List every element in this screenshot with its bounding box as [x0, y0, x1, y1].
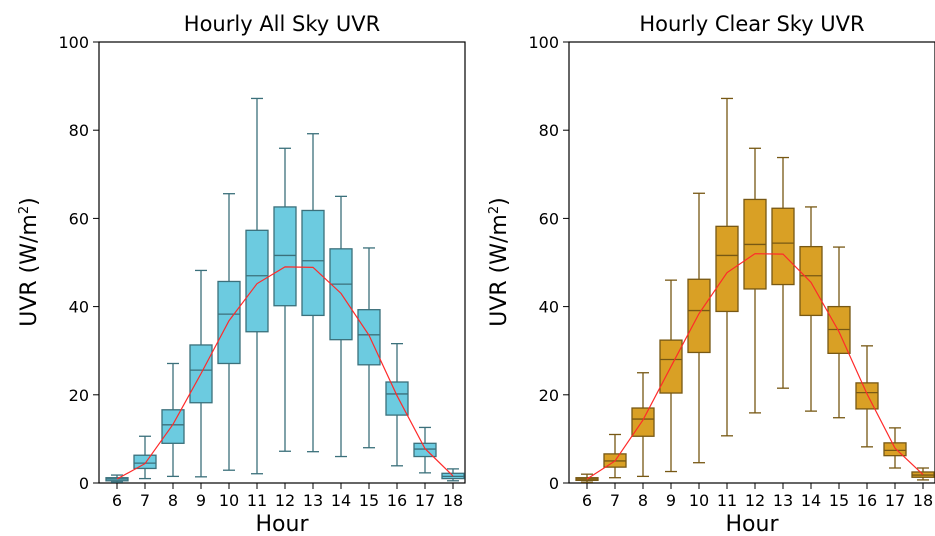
box-8 — [161, 362, 185, 478]
x-tick-label: 13 — [303, 491, 323, 510]
box-6 — [575, 473, 599, 483]
y-tick-label: 0 — [79, 474, 89, 493]
x-tick-label: 12 — [745, 491, 765, 510]
box-series — [575, 97, 935, 483]
chart-clear-sky: Hourly Clear Sky UVR 0 20 40 60 80 100 6 7 8 9 10… — [487, 12, 935, 536]
x-tick-label: 10 — [689, 491, 709, 510]
x-tick-label: 10 — [219, 491, 239, 510]
x-tick-label: 6 — [582, 491, 592, 510]
iqr-box — [799, 245, 823, 317]
x-axis-ticks: 6 7 8 9 10 11 12 13 14 15 16 17 18 — [112, 483, 463, 510]
x-tick-label: 13 — [773, 491, 793, 510]
iqr-box — [357, 309, 381, 366]
y-axis-label: UVR (W/m2) — [17, 197, 42, 327]
box-14 — [329, 195, 353, 458]
box-13 — [301, 133, 325, 453]
chart-all-sky: Hourly All Sky UVR 0 20 40 60 80 100 6 7 8 9 10 11… — [17, 12, 466, 536]
box-15 — [357, 247, 381, 449]
box-12 — [743, 147, 767, 414]
x-tick-label: 16 — [387, 491, 407, 510]
x-tick-label: 15 — [829, 491, 849, 510]
x-tick-label: 12 — [275, 491, 295, 510]
iqr-box — [855, 382, 879, 410]
iqr-box — [883, 442, 907, 457]
x-tick-label: 9 — [666, 491, 676, 510]
y-tick-label: 0 — [549, 474, 559, 493]
x-tick-label: 18 — [443, 491, 463, 510]
y-tick-label: 80 — [539, 121, 559, 140]
y-axis-label: UVR (W/m2) — [487, 197, 512, 327]
iqr-box — [687, 278, 711, 354]
box-11 — [245, 97, 269, 475]
chart-title: Hourly All Sky UVR — [184, 12, 380, 36]
y-tick-label: 20 — [539, 386, 559, 405]
x-tick-label: 17 — [885, 491, 905, 510]
x-tick-label: 18 — [913, 491, 933, 510]
x-tick-label: 14 — [801, 491, 821, 510]
mean-line — [586, 253, 924, 480]
x-tick-label: 11 — [247, 491, 267, 510]
box-16 — [385, 342, 409, 467]
y-tick-label: 100 — [58, 33, 89, 52]
iqr-box — [631, 407, 655, 437]
iqr-box — [161, 409, 185, 444]
x-tick-label: 15 — [359, 491, 379, 510]
mean-line — [116, 266, 454, 480]
x-tick-label: 17 — [415, 491, 435, 510]
x-tick-label: 16 — [857, 491, 877, 510]
box-16 — [855, 345, 879, 448]
box-11 — [715, 97, 739, 437]
x-tick-label: 6 — [112, 491, 122, 510]
x-tick-label: 8 — [168, 491, 178, 510]
iqr-box — [715, 225, 739, 313]
box-series — [105, 97, 465, 483]
iqr-box — [245, 229, 269, 333]
iqr-box — [771, 207, 795, 286]
y-tick-label: 60 — [539, 209, 559, 228]
box-12 — [273, 147, 297, 452]
x-tick-label: 9 — [196, 491, 206, 510]
iqr-box — [273, 206, 297, 307]
box-8 — [631, 372, 655, 478]
chart-title: Hourly Clear Sky UVR — [639, 12, 864, 36]
box-10 — [687, 192, 711, 464]
box-10 — [217, 193, 241, 471]
box-9 — [659, 279, 683, 473]
y-tick-label: 20 — [69, 386, 89, 405]
x-axis-label: Hour — [726, 512, 780, 536]
y-axis-ticks: 0 20 40 60 80 100 — [528, 33, 569, 493]
box-13 — [771, 156, 795, 389]
y-tick-label: 40 — [539, 298, 559, 317]
y-tick-label: 100 — [528, 33, 559, 52]
plot-area — [98, 41, 466, 484]
x-tick-label: 8 — [638, 491, 648, 510]
box-15 — [827, 246, 851, 419]
x-tick-label: 11 — [717, 491, 737, 510]
y-tick-label: 80 — [69, 121, 89, 140]
box-17 — [883, 427, 907, 469]
x-axis-ticks: 6 7 8 9 10 11 12 13 14 15 16 17 18 — [582, 483, 933, 510]
box-18 — [441, 468, 465, 482]
x-tick-label: 14 — [331, 491, 351, 510]
y-axis-ticks: 0 20 40 60 80 100 — [58, 33, 99, 493]
iqr-box — [133, 454, 157, 470]
box-14 — [799, 206, 823, 412]
iqr-box — [217, 280, 241, 365]
iqr-box — [413, 442, 437, 458]
y-tick-label: 60 — [69, 209, 89, 228]
x-axis-label: Hour — [256, 512, 310, 536]
plot-area — [568, 41, 935, 484]
iqr-box — [301, 209, 325, 317]
box-7 — [133, 435, 157, 480]
y-tick-label: 40 — [69, 298, 89, 317]
box-7 — [603, 433, 627, 479]
x-tick-label: 7 — [610, 491, 620, 510]
x-tick-label: 7 — [140, 491, 150, 510]
